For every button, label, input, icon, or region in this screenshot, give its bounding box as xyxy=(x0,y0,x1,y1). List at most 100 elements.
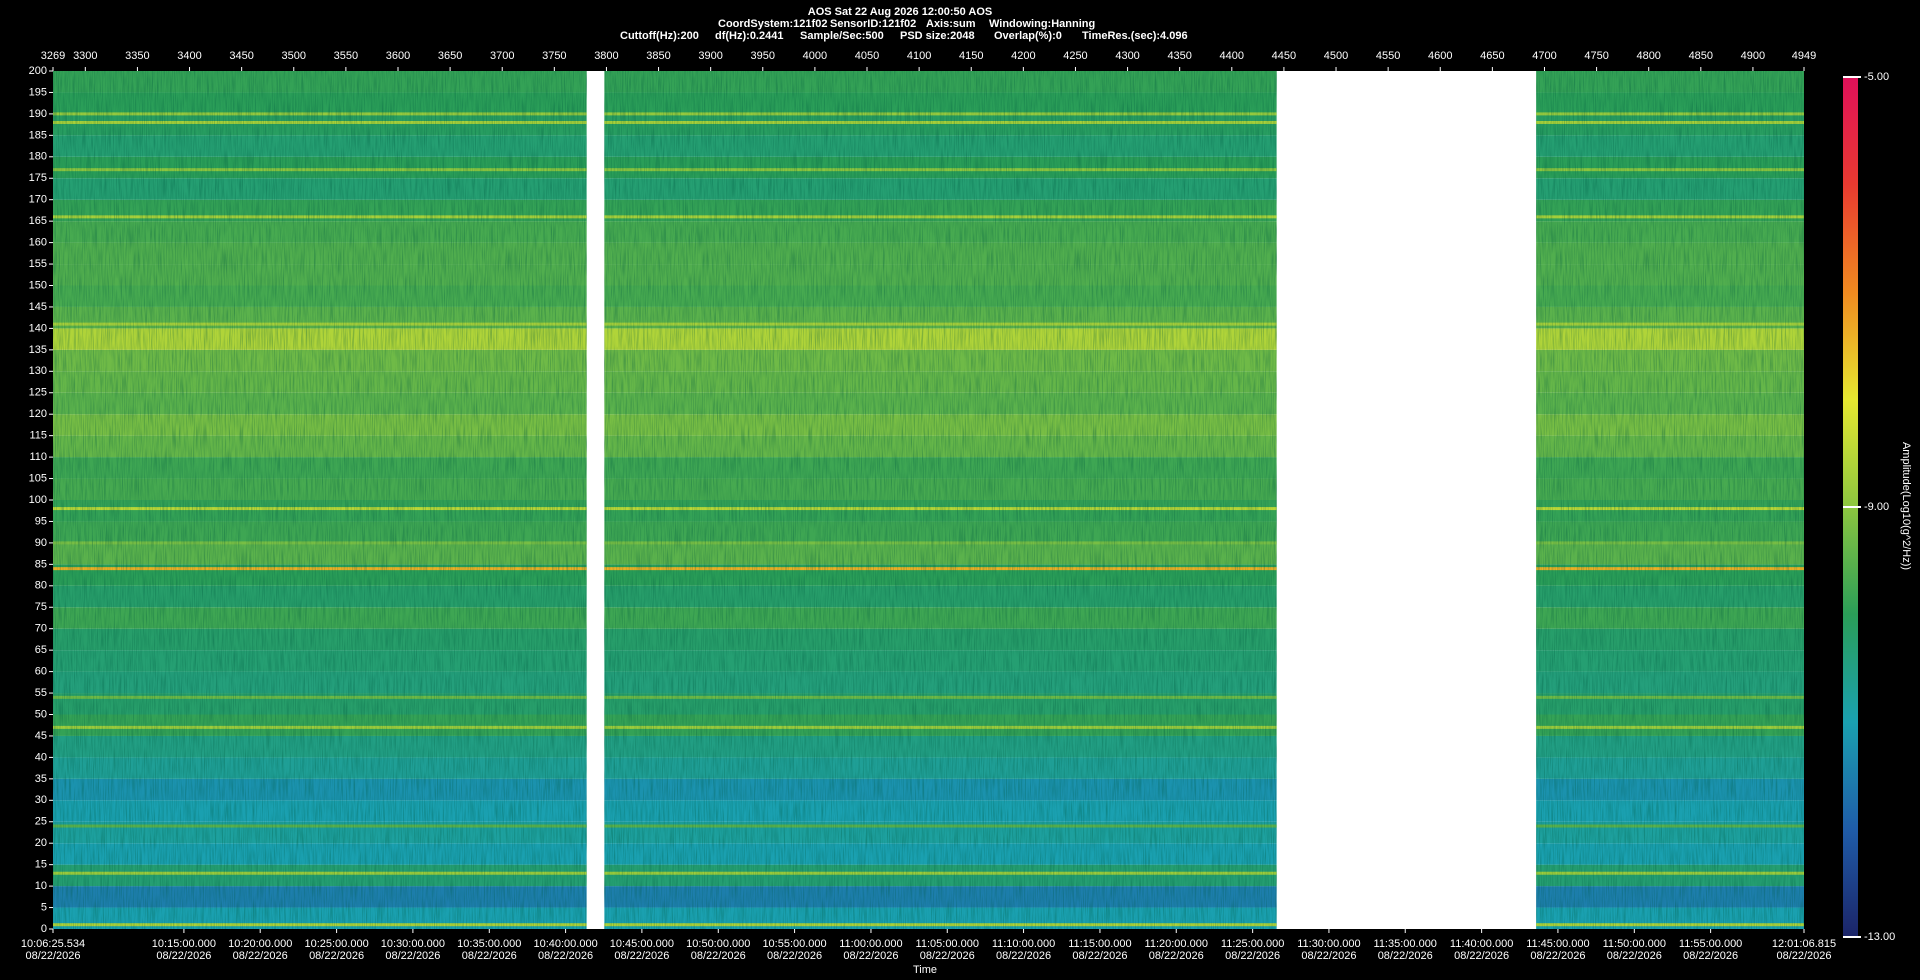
x-tick-date: 08/22/2026 xyxy=(1530,950,1585,962)
y-tick-label: 200 xyxy=(29,65,47,77)
x-tick-label-bottom: 10:30:00.000 xyxy=(381,938,445,950)
x-tick-date: 08/22/2026 xyxy=(996,950,1051,962)
info-item: PSD size:2048 xyxy=(900,30,975,42)
y-tick-label: 75 xyxy=(35,601,47,613)
y-tick-label: 60 xyxy=(35,666,47,678)
y-tick-label: 45 xyxy=(35,730,47,742)
colorbar-tick-label: -13.00 xyxy=(1864,931,1895,943)
x-tick-label-top: 3700 xyxy=(490,50,514,62)
x-tick-label-top: 4650 xyxy=(1480,50,1504,62)
texture xyxy=(53,71,1804,929)
x-tick-date: 08/22/2026 xyxy=(1683,950,1738,962)
x-tick-date: 08/22/2026 xyxy=(767,950,822,962)
info-item: CoordSystem:121f02 xyxy=(718,18,827,30)
y-tick-label: 10 xyxy=(35,880,47,892)
x-tick-date: 08/22/2026 xyxy=(462,950,517,962)
x-tick-label-top: 4050 xyxy=(855,50,879,62)
y-tick-label: 0 xyxy=(41,923,47,935)
y-tick-label: 110 xyxy=(29,451,47,463)
y-tick-label: 40 xyxy=(35,751,47,763)
y-tick-label: 135 xyxy=(29,344,47,356)
x-tick-date: 08/22/2026 xyxy=(1301,950,1356,962)
y-tick-label: 155 xyxy=(29,258,47,270)
info-item: Axis:sum xyxy=(926,18,976,30)
x-tick-label-top: 4300 xyxy=(1115,50,1139,62)
x-tick-label-top: 3500 xyxy=(282,50,306,62)
x-tick-date: 08/22/2026 xyxy=(233,950,288,962)
x-tick-date: 08/22/2026 xyxy=(1607,950,1662,962)
x-tick-date: 08/22/2026 xyxy=(25,950,80,962)
x-tick-label-top: 3950 xyxy=(751,50,775,62)
x-tick-label-bottom: 11:55:00.000 xyxy=(1679,938,1742,950)
x-tick-label-bottom: 11:20:00.000 xyxy=(1145,938,1208,950)
y-tick-label: 195 xyxy=(29,86,47,98)
y-tick-label: 90 xyxy=(35,537,47,549)
info-item: Cuttoff(Hz):200 xyxy=(620,30,699,42)
noise-texture xyxy=(604,71,1277,929)
y-tick-label: 25 xyxy=(35,816,47,828)
y-tick-label: 30 xyxy=(35,794,47,806)
x-tick-label-bottom: 11:05:00.000 xyxy=(916,938,979,950)
x-tick-label-top: 4949 xyxy=(1792,50,1816,62)
y-tick-label: 65 xyxy=(35,644,47,656)
y-tick-label: 145 xyxy=(29,301,47,313)
x-tick-label-bottom: 10:55:00.000 xyxy=(762,938,826,950)
axes: 0510152025303540455055606570758085909510… xyxy=(21,50,1895,962)
x-tick-date: 08/22/2026 xyxy=(1225,950,1280,962)
x-tick-label-top: 4450 xyxy=(1272,50,1296,62)
x-tick-label-top: 4800 xyxy=(1636,50,1660,62)
x-tick-date: 08/22/2026 xyxy=(1149,950,1204,962)
x-tick-label-top: 4400 xyxy=(1220,50,1244,62)
y-tick-label: 100 xyxy=(29,494,47,506)
y-tick-label: 165 xyxy=(29,215,47,227)
x-tick-label-top: 4250 xyxy=(1063,50,1087,62)
x-tick-label-bottom: 10:35:00.000 xyxy=(457,938,521,950)
x-tick-label-bottom: 10:50:00.000 xyxy=(686,938,750,950)
x-tick-label-top: 4150 xyxy=(959,50,983,62)
x-tick-label-bottom: 11:00:00.000 xyxy=(839,938,902,950)
y-tick-label: 190 xyxy=(29,108,47,120)
x-tick-label-top: 4200 xyxy=(1011,50,1035,62)
colorbar-tick-label: -9.00 xyxy=(1864,501,1889,513)
x-tick-date: 08/22/2026 xyxy=(1072,950,1127,962)
colorbar-label: Amplitude(Log10(g^2/Hz)) xyxy=(1900,442,1912,570)
x-tick-label-bottom: 11:30:00.000 xyxy=(1297,938,1360,950)
x-tick-label-top: 3269 xyxy=(41,50,65,62)
y-tick-label: 160 xyxy=(29,237,47,249)
x-tick-label-bottom: 11:15:00.000 xyxy=(1068,938,1131,950)
info-item: df(Hz):0.2441 xyxy=(715,30,783,42)
x-tick-label-bottom: 10:20:00.000 xyxy=(228,938,292,950)
y-tick-label: 105 xyxy=(29,472,47,484)
x-tick-label-top: 4100 xyxy=(907,50,931,62)
x-tick-label-top: 4000 xyxy=(803,50,827,62)
y-tick-label: 130 xyxy=(29,365,47,377)
x-tick-label-top: 3400 xyxy=(177,50,201,62)
x-tick-label-bottom: 10:06:25.534 xyxy=(21,938,85,950)
x-tick-label-top: 3450 xyxy=(229,50,253,62)
x-tick-label-top: 4350 xyxy=(1167,50,1191,62)
x-tick-date: 08/22/2026 xyxy=(614,950,669,962)
info-item: SensorID:121f02 xyxy=(830,18,916,30)
x-tick-label-top: 4750 xyxy=(1584,50,1608,62)
x-tick-label-bottom: 10:45:00.000 xyxy=(610,938,674,950)
x-tick-label-bottom: 11:35:00.000 xyxy=(1374,938,1437,950)
title: AOS Sat 22 Aug 2026 12:00:50 AOS xyxy=(808,6,992,18)
x-tick-label-top: 3300 xyxy=(73,50,97,62)
x-tick-label-top: 3650 xyxy=(438,50,462,62)
x-tick-label-bottom: 12:01:06.815 xyxy=(1772,938,1836,950)
x-tick-label-top: 3600 xyxy=(386,50,410,62)
x-tick-label-bottom: 10:40:00.000 xyxy=(533,938,597,950)
y-tick-label: 140 xyxy=(29,322,47,334)
x-tick-label-bottom: 11:10:00.000 xyxy=(992,938,1055,950)
y-tick-label: 180 xyxy=(29,151,47,163)
x-tick-label-bottom: 11:50:00.000 xyxy=(1603,938,1666,950)
x-tick-date: 08/22/2026 xyxy=(1776,950,1831,962)
x-tick-date: 08/22/2026 xyxy=(538,950,593,962)
y-tick-label: 15 xyxy=(35,859,47,871)
x-tick-label-top: 3550 xyxy=(334,50,358,62)
x-tick-label-top: 4500 xyxy=(1324,50,1348,62)
x-tick-label-top: 3800 xyxy=(594,50,618,62)
y-tick-label: 95 xyxy=(35,515,47,527)
